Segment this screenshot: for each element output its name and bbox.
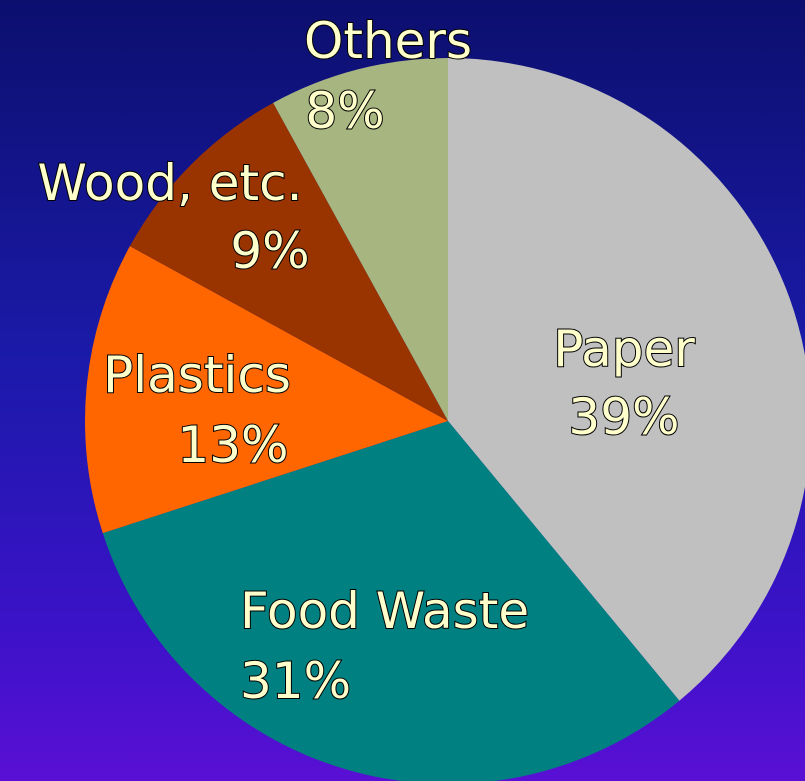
slice-label-paper-percent: 39% [568, 388, 679, 446]
slice-label-plastics-percent: 13% [177, 416, 288, 474]
slice-label-plastics-name: Plastics [103, 346, 291, 404]
pie-slice-food-waste [102, 421, 680, 781]
slice-label-food-waste-percent: 31% [240, 652, 351, 710]
slice-label-food-waste-name: Food Waste [240, 582, 529, 640]
slice-label-wood-percent: 9% [230, 222, 309, 280]
pie-slice-paper [448, 58, 805, 701]
slice-label-paper-name: Paper [553, 320, 695, 378]
slice-label-others-name: Others [304, 12, 472, 70]
pie-slice-plastics [85, 246, 449, 534]
slice-label-wood-name: Wood, etc. [38, 154, 303, 212]
pie-slice-others [273, 58, 448, 421]
pie-slices [85, 58, 805, 781]
pie-slice-wood-etc [129, 102, 448, 422]
pie-labels: Others 8% Wood, etc. 9% Plastics 13% Pap… [37, 11, 697, 711]
slice-label-others-percent: 8% [305, 82, 384, 140]
